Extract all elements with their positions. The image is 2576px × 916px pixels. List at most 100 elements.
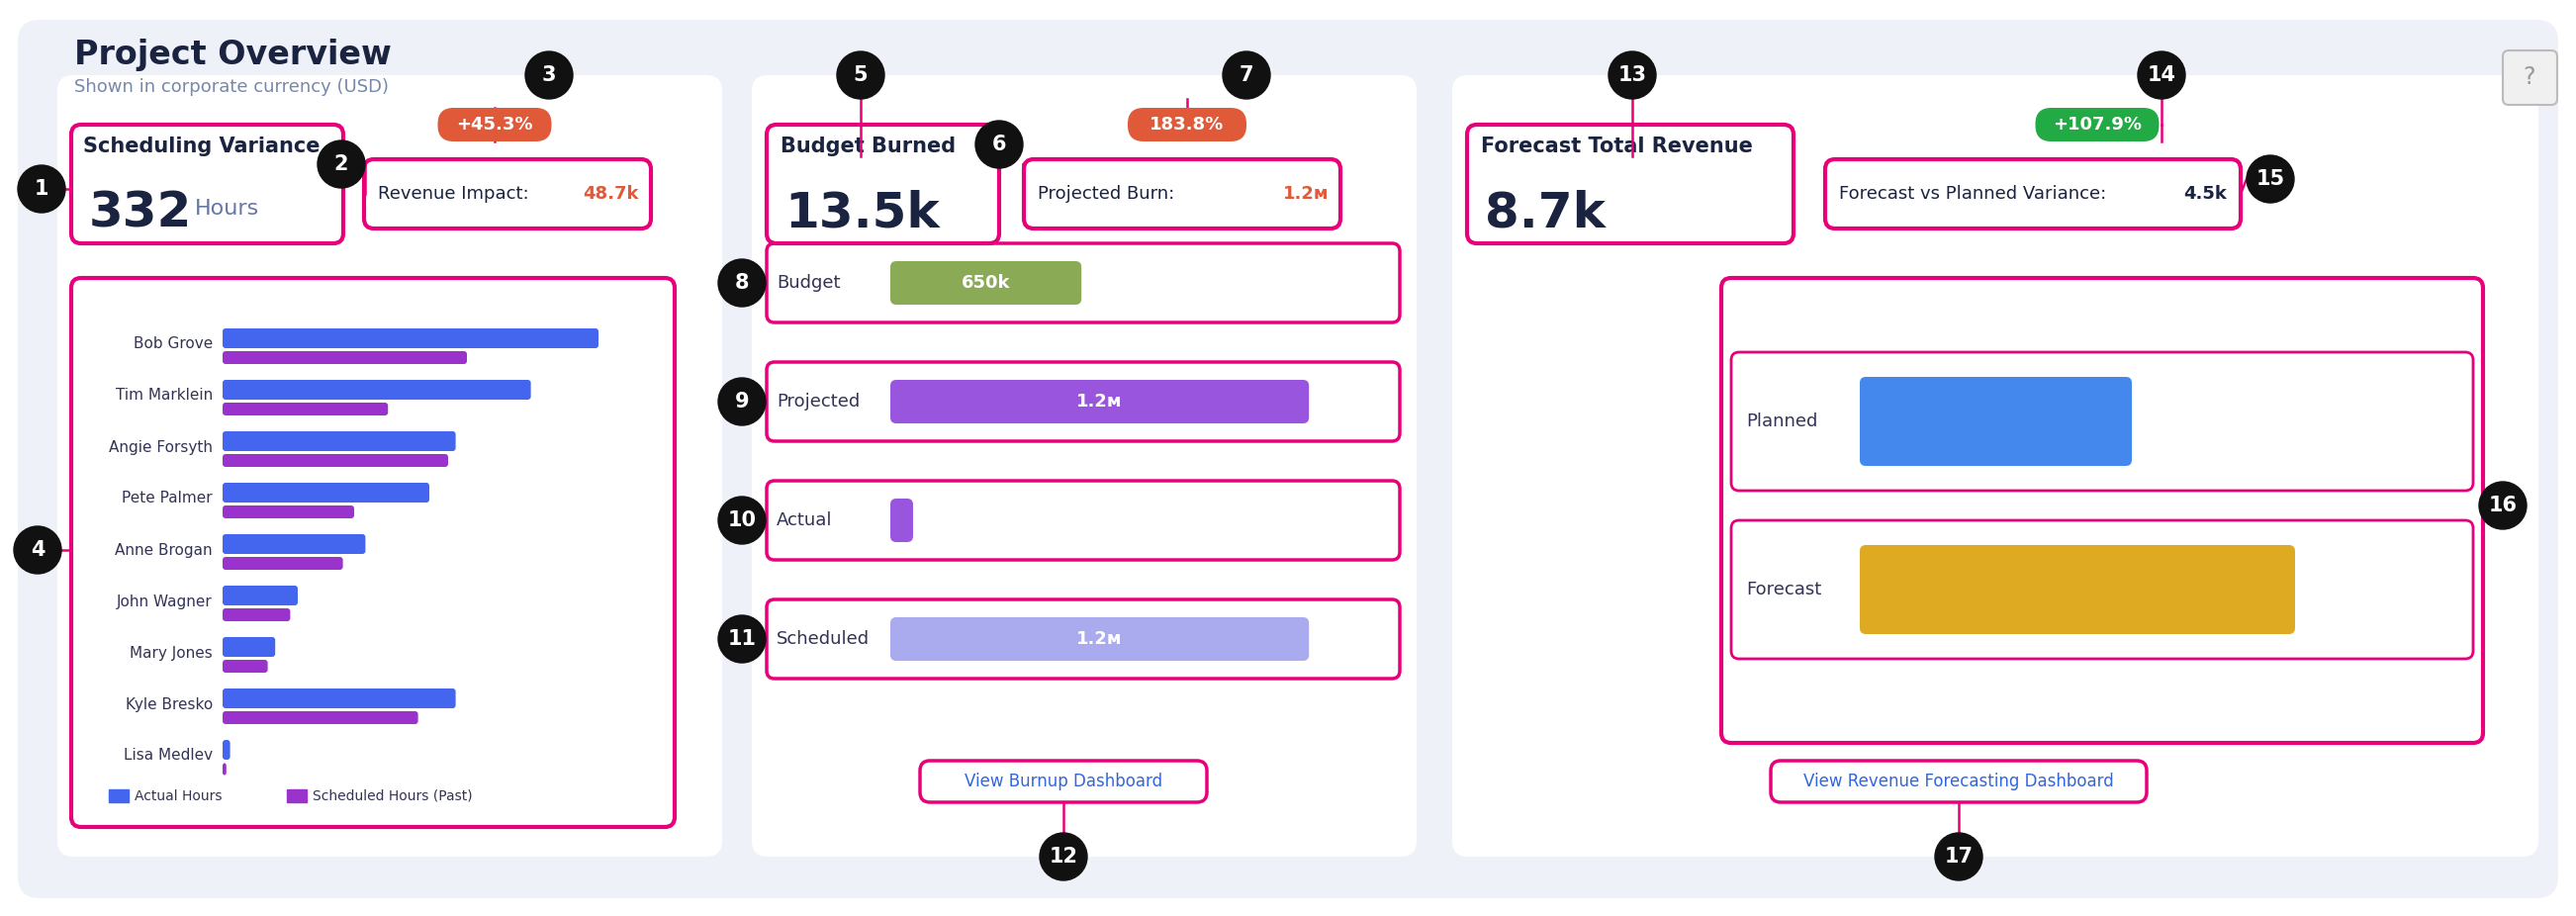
Text: 183.8%: 183.8% [1149,115,1224,134]
Text: Forecast Total Revenue: Forecast Total Revenue [1481,136,1752,157]
Text: +45.3%: +45.3% [456,115,533,134]
Text: 17: 17 [1945,846,1973,867]
Text: Bob Grove: Bob Grove [134,337,214,352]
Text: John Wagner: John Wagner [116,594,214,609]
FancyBboxPatch shape [222,506,353,518]
Circle shape [1224,51,1270,99]
Text: Scheduling Variance: Scheduling Variance [82,136,319,157]
FancyBboxPatch shape [222,740,229,759]
Text: 8.7k: 8.7k [1484,190,1605,237]
Circle shape [976,121,1023,169]
Text: Project Overview: Project Overview [75,39,392,71]
Text: 1.2м: 1.2м [1077,393,1123,410]
FancyBboxPatch shape [222,763,227,776]
Text: Pete Palmer: Pete Palmer [121,491,214,506]
Text: View Revenue Forecasting Dashboard: View Revenue Forecasting Dashboard [1803,772,2115,791]
FancyBboxPatch shape [222,689,456,708]
Text: Planned: Planned [1747,412,1819,431]
Text: 13: 13 [1618,65,1646,85]
Text: Scheduled: Scheduled [775,630,871,648]
Circle shape [719,259,765,307]
Text: Tim Marklein: Tim Marklein [116,388,214,403]
FancyBboxPatch shape [222,585,299,605]
Text: 2: 2 [335,154,348,174]
Circle shape [1041,833,1087,880]
FancyBboxPatch shape [222,483,430,503]
Text: 650k: 650k [961,274,1010,292]
FancyBboxPatch shape [222,711,417,724]
Circle shape [2246,156,2295,202]
Text: 8: 8 [734,273,750,293]
FancyBboxPatch shape [222,608,291,621]
Circle shape [1607,51,1656,99]
Circle shape [719,496,765,544]
FancyBboxPatch shape [222,351,466,364]
FancyBboxPatch shape [752,75,1417,856]
Text: +107.9%: +107.9% [2053,115,2141,134]
Text: Hours: Hours [196,199,260,219]
FancyBboxPatch shape [222,454,448,467]
FancyBboxPatch shape [891,380,1309,423]
Text: 1.2м: 1.2м [1077,630,1123,648]
FancyBboxPatch shape [1453,75,2537,856]
Circle shape [2478,482,2527,529]
Text: ?: ? [2524,65,2535,89]
Text: Forecast vs Planned Variance:: Forecast vs Planned Variance: [1839,185,2107,202]
Text: 10: 10 [726,510,757,530]
Circle shape [719,378,765,425]
Text: Actual Hours: Actual Hours [134,790,222,803]
Text: 48.7k: 48.7k [582,185,639,202]
FancyBboxPatch shape [891,261,1082,305]
Text: Anne Brogan: Anne Brogan [116,542,214,558]
Text: Projected: Projected [775,393,860,410]
FancyBboxPatch shape [222,329,598,348]
Text: 332: 332 [90,190,193,237]
FancyBboxPatch shape [1128,108,1247,141]
FancyBboxPatch shape [57,75,721,856]
Circle shape [2138,51,2184,99]
Bar [108,790,129,802]
Text: 1: 1 [33,179,49,199]
Text: Scheduled Hours (Past): Scheduled Hours (Past) [312,790,471,803]
FancyBboxPatch shape [2504,50,2558,104]
Text: Forecast: Forecast [1747,581,1821,598]
Text: Budget Burned: Budget Burned [781,136,956,157]
Text: Revenue Impact:: Revenue Impact: [379,185,528,202]
FancyBboxPatch shape [438,108,551,141]
Text: Shown in corporate currency (USD): Shown in corporate currency (USD) [75,78,389,96]
FancyBboxPatch shape [18,20,2558,899]
Text: 5: 5 [853,65,868,85]
Text: 4: 4 [31,540,44,560]
FancyBboxPatch shape [222,534,366,554]
FancyBboxPatch shape [891,617,1309,660]
Text: Kyle Bresko: Kyle Bresko [126,697,214,712]
Text: Projected Burn:: Projected Burn: [1038,185,1175,202]
Text: Lisa Medlev: Lisa Medlev [124,748,214,763]
Text: 12: 12 [1048,846,1077,867]
Text: Budget: Budget [775,274,840,292]
FancyBboxPatch shape [1860,545,2295,634]
Text: 16: 16 [2488,496,2517,516]
Text: Actual: Actual [775,511,832,529]
FancyBboxPatch shape [1860,376,2133,466]
Text: View Burnup Dashboard: View Burnup Dashboard [963,772,1162,791]
FancyBboxPatch shape [222,403,389,416]
Text: 14: 14 [2148,65,2177,85]
Text: 15: 15 [2257,169,2285,189]
Circle shape [719,616,765,663]
Circle shape [317,140,366,188]
Circle shape [526,51,572,99]
Text: 4.5k: 4.5k [2184,185,2226,202]
FancyBboxPatch shape [222,660,268,672]
FancyBboxPatch shape [2035,108,2159,141]
Text: 1.2м: 1.2м [1283,185,1329,202]
Circle shape [837,51,884,99]
FancyBboxPatch shape [222,637,276,657]
Text: 13.5k: 13.5k [786,190,940,237]
Circle shape [18,165,64,213]
FancyBboxPatch shape [222,431,456,451]
Text: Mary Jones: Mary Jones [129,646,214,660]
Circle shape [1935,833,1984,880]
FancyBboxPatch shape [891,498,912,542]
FancyBboxPatch shape [222,557,343,570]
